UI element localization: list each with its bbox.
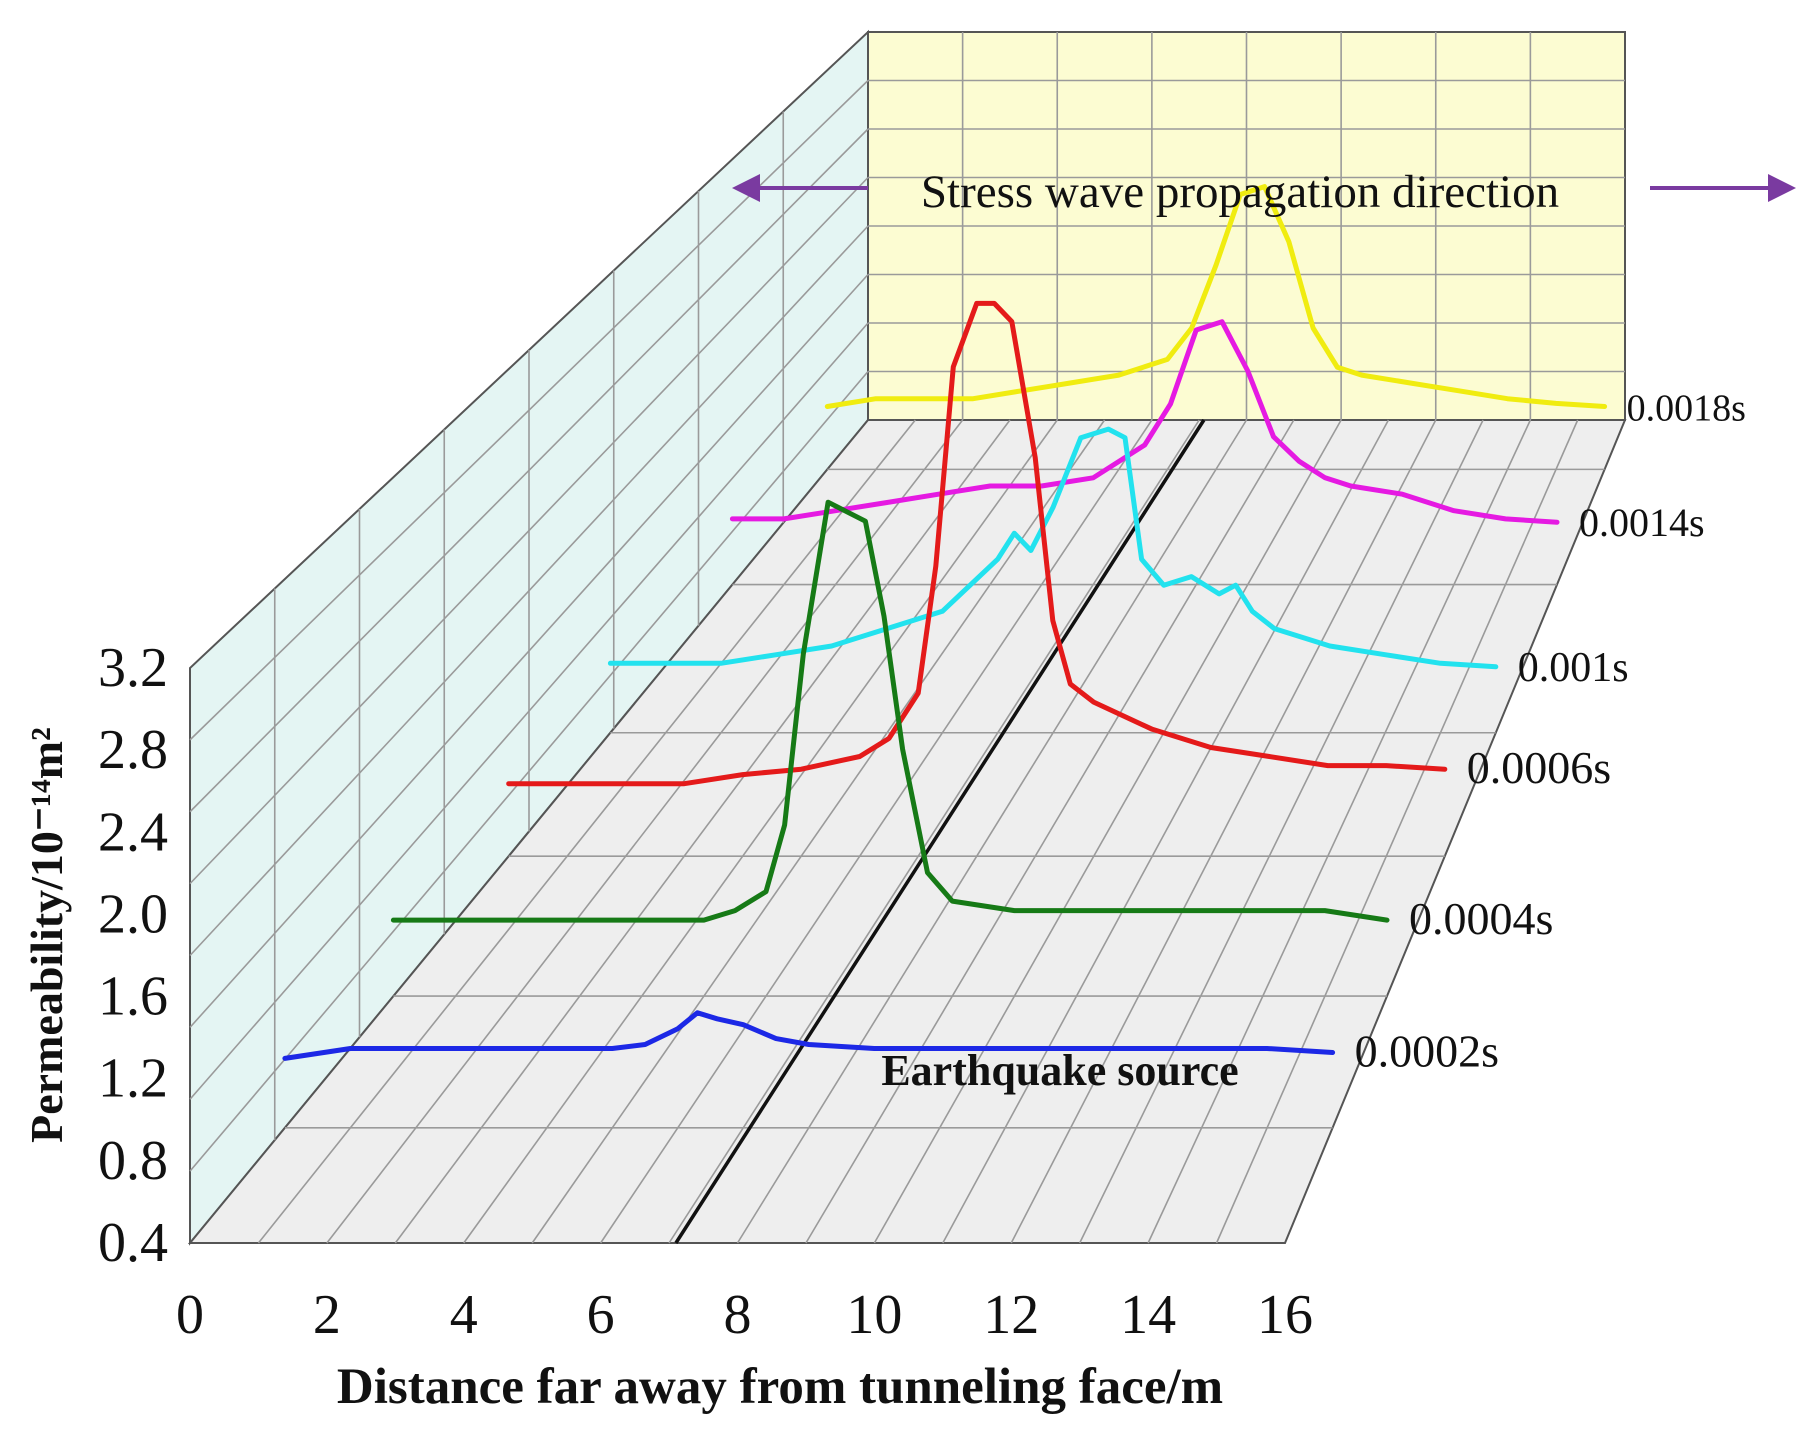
series-line: [824, 184, 1608, 409]
floor-x-line: [599, 419, 1153, 1244]
x-tick-label: 4: [450, 1284, 478, 1346]
series-label: 0.0006s: [1467, 742, 1611, 793]
earthquake-source-line: [674, 419, 1206, 1244]
arrow-left-head: [732, 174, 760, 202]
chart-grid: [189, 32, 1625, 1244]
floor-x-line: [394, 419, 1011, 1244]
series-label: 0.0002s: [1355, 1025, 1499, 1076]
x-axis-title: Distance far away from tunneling face/m: [337, 1359, 1223, 1415]
floor-x-line: [1078, 419, 1484, 1244]
x-tick-label: 8: [724, 1284, 752, 1346]
y-tick-label: 2.8: [98, 719, 168, 781]
floor-x-line: [873, 419, 1342, 1244]
y-tick-label: 2.0: [98, 883, 168, 945]
earthquake-source: [674, 419, 1206, 1244]
series-line: [282, 1010, 1336, 1061]
floor-x-line: [1147, 419, 1532, 1244]
x-tick-label: 2: [313, 1284, 341, 1346]
series-line: [607, 426, 1499, 670]
y-tick-label: 2.4: [98, 801, 168, 863]
x-tick-label: 0: [176, 1284, 204, 1346]
floor-x-line: [736, 419, 1248, 1244]
y-tick-label: 1.6: [98, 966, 168, 1028]
x-tick-label: 12: [983, 1284, 1039, 1346]
y-axis-title: Permeability/10⁻¹⁴m²: [21, 727, 72, 1143]
x-tick-label: 6: [587, 1284, 615, 1346]
series-label: 0.0018s: [1627, 388, 1746, 430]
y-tick-label: 0.8: [98, 1130, 168, 1192]
y-tick-labels: 0.4 0.8 1.2 1.6 2.0 2.4 2.8 3.2: [98, 637, 168, 1274]
floor-x-line: [257, 419, 916, 1244]
arrow-right-head: [1768, 174, 1796, 202]
series-label: 0.001s: [1518, 645, 1629, 691]
series-label: 0.0004s: [1409, 893, 1553, 944]
floor-x-line: [942, 419, 1390, 1244]
series-line: [729, 319, 1560, 525]
x-tick-label: 14: [1120, 1284, 1176, 1346]
earthquake-source-label: Earthquake source: [881, 1046, 1238, 1095]
floor-x-line: [531, 419, 1106, 1244]
series-line: [390, 499, 1390, 923]
floor-x-line: [463, 419, 1058, 1244]
floor-x-line: [1010, 419, 1437, 1244]
floor-x-line: [805, 419, 1295, 1244]
floor-x-line: [1215, 419, 1579, 1244]
series-label: 0.0014s: [1579, 500, 1705, 545]
propagation-arrow: [732, 174, 1796, 202]
y-tick-label: 0.4: [98, 1212, 168, 1274]
y-tick-label: 3.2: [98, 637, 168, 699]
propagation-direction-label: Stress wave propagation direction: [921, 166, 1559, 218]
series-line: [506, 300, 1448, 787]
floor-x-line: [668, 419, 1200, 1244]
x-tick-label: 10: [846, 1284, 902, 1346]
x-tick-labels: 0 2 4 6 8 10 12 14 16: [176, 1284, 1313, 1346]
floor-x-line: [326, 419, 964, 1244]
series-labels: 0.0018s 0.0014s 0.001s 0.0006s 0.0004s 0.0002…: [1355, 388, 1746, 1077]
y-tick-label: 1.2: [98, 1048, 168, 1110]
series-layer: [282, 184, 1608, 1061]
x-tick-label: 16: [1257, 1284, 1313, 1346]
